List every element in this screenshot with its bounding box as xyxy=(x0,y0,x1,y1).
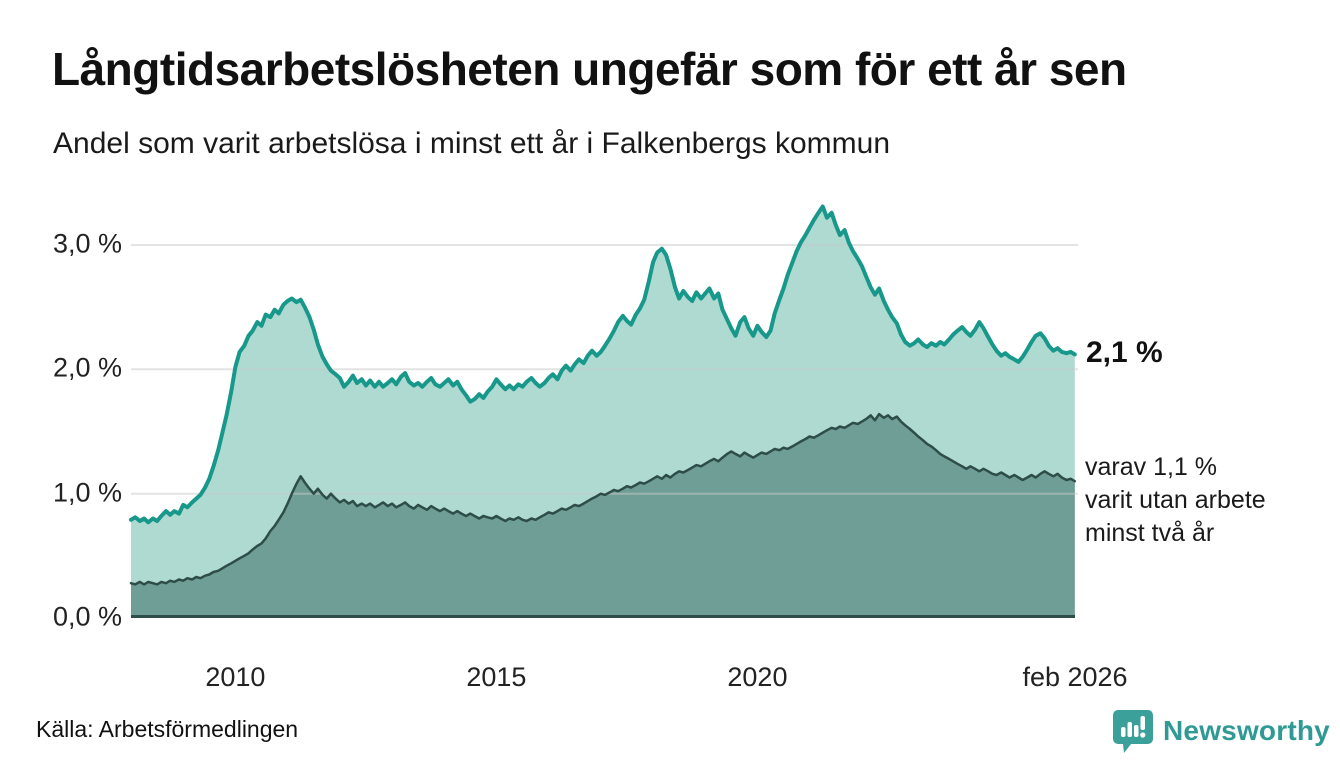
newsworthy-logo[interactable]: Newsworthy xyxy=(1113,708,1330,754)
line-total xyxy=(129,204,1077,525)
newsworthy-wordmark: Newsworthy xyxy=(1163,715,1330,746)
x-tick-label: feb 2026 xyxy=(1022,662,1128,692)
latest-value-label: 2,1 % xyxy=(1086,336,1163,369)
x-tick-label: 2020 xyxy=(727,662,788,692)
page-subtitle: Andel som varit arbetslösa i minst ett å… xyxy=(53,127,890,160)
secondary-annotation-line: varav 1,1 % xyxy=(1085,453,1218,481)
x-tick-label: 2010 xyxy=(205,662,266,692)
line-two-years xyxy=(129,412,1077,586)
y-tick-label: 2,0 % xyxy=(52,352,122,383)
source-credit: Källa: Arbetsförmedlingen xyxy=(36,716,299,742)
y-tick-label: 1,0 % xyxy=(52,476,122,507)
x-tick-label: 2015 xyxy=(466,662,527,692)
newsworthy-bubble-chart-icon xyxy=(1113,710,1153,753)
secondary-annotation-line: varit utan arbete xyxy=(1085,486,1266,514)
y-tick-label: 0,0 % xyxy=(52,601,122,632)
secondary-annotation-line: minst två år xyxy=(1085,519,1215,547)
area-fill-two-years xyxy=(131,414,1075,618)
y-tick-label: 3,0 % xyxy=(52,228,122,259)
page-title: Långtidsarbetslösheten ungefär som för e… xyxy=(52,43,1127,95)
secondary-annotation: varav 1,1 % varit utan arbete minst två … xyxy=(1085,451,1266,550)
